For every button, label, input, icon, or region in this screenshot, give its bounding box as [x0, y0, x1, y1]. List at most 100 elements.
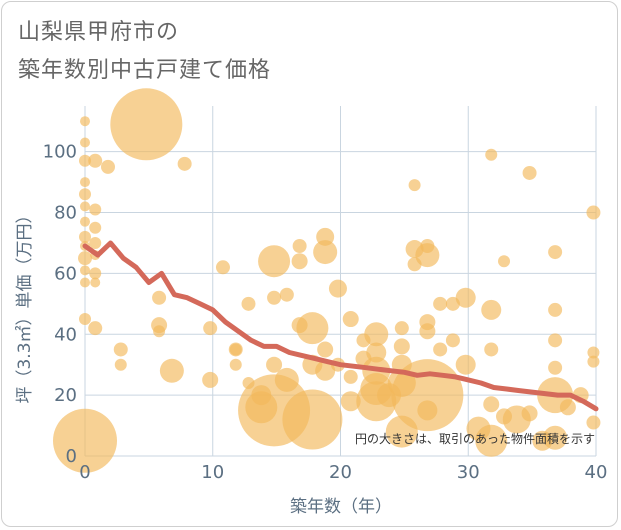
data-bubble: [80, 277, 90, 288]
data-bubble: [315, 360, 336, 381]
data-bubble: [80, 216, 90, 227]
y-tick-labels: 0 20 40 60 80 100: [43, 142, 77, 467]
data-bubble: [215, 260, 230, 275]
data-bubble: [483, 396, 500, 413]
data-bubble: [587, 355, 600, 368]
data-bubble: [548, 333, 563, 348]
data-bubble: [498, 255, 511, 268]
data-bubble: [80, 265, 90, 276]
data-bubble: [291, 253, 308, 270]
data-bubble: [203, 321, 218, 336]
data-bubble: [79, 230, 91, 243]
data-bubble: [548, 360, 563, 375]
data-bubble: [266, 356, 283, 373]
data-bubble: [88, 153, 103, 168]
data-bubble: [110, 88, 183, 161]
data-bubble: [521, 405, 538, 422]
data-bubble: [455, 287, 476, 308]
data-bubble: [393, 338, 410, 355]
data-bubble: [433, 342, 448, 357]
data-bubble: [433, 296, 448, 311]
bubble-size-note: 円の大きさは、取引のあった物件面積を示す: [355, 431, 595, 446]
data-bubble: [100, 159, 115, 174]
data-bubble: [80, 177, 90, 188]
data-bubble: [229, 343, 242, 356]
x-tick-labels: 0 10 20 30 40: [79, 462, 607, 483]
data-bubble: [292, 239, 307, 253]
data-bubble: [587, 346, 600, 359]
data-bubble: [80, 137, 90, 148]
data-bubble: [53, 408, 117, 473]
data-bubble: [153, 325, 166, 338]
data-bubble: [340, 391, 361, 412]
data-bubble: [485, 148, 498, 161]
data-bubble: [419, 323, 436, 340]
data-bubble: [548, 302, 563, 317]
data-bubble: [586, 205, 601, 220]
data-bubble: [548, 245, 563, 260]
data-bubble: [78, 251, 92, 266]
x-tick-label: 10: [201, 462, 224, 483]
data-bubble: [229, 358, 242, 371]
data-bubble: [113, 342, 128, 357]
y-tick-label: 20: [54, 385, 77, 406]
data-bubble: [89, 267, 102, 280]
data-bubble: [279, 287, 294, 302]
data-bubble: [417, 400, 438, 421]
data-bubble: [543, 425, 568, 450]
data-bubble: [559, 399, 576, 416]
data-bubble: [343, 369, 358, 384]
x-tick-label: 0: [79, 462, 90, 483]
y-axis-title: 坪（3.3㎡）単価（万円）: [15, 206, 35, 403]
data-bubble: [586, 415, 601, 430]
x-tick-label: 20: [329, 462, 352, 483]
data-bubble: [408, 179, 421, 192]
data-bubble: [177, 156, 192, 171]
data-bubble: [90, 277, 101, 288]
data-bubble: [522, 165, 537, 180]
x-tick-label: 30: [457, 462, 480, 483]
data-bubble: [366, 342, 387, 363]
trend-line: [82, 240, 599, 412]
data-bubble: [159, 358, 184, 383]
data-bubble: [364, 322, 389, 347]
data-bubble: [89, 236, 102, 249]
data-bubble: [342, 311, 359, 328]
data-bubble: [79, 188, 91, 201]
data-bubble: [455, 354, 476, 375]
data-bubble: [79, 154, 91, 167]
x-tick-label: 40: [585, 462, 608, 483]
data-bubble: [80, 116, 90, 127]
data-bubble: [394, 321, 409, 336]
y-tick-label: 80: [54, 203, 77, 224]
data-bubble: [282, 389, 343, 450]
chart-title: 山梨県甲府市の 築年数別中古戸建て価格: [18, 14, 271, 90]
data-bubble: [80, 201, 90, 212]
data-bubble: [267, 290, 282, 305]
data-bubble: [79, 313, 91, 326]
data-bubble: [475, 424, 508, 457]
data-bubble: [481, 299, 502, 320]
data-bubble: [296, 312, 329, 345]
y-tick-label: 0: [66, 446, 77, 467]
data-bubble: [202, 371, 219, 388]
data-bubble: [88, 321, 103, 336]
data-bubble: [89, 221, 102, 234]
bubble-layer: [53, 88, 601, 473]
data-bubble: [258, 245, 291, 278]
data-bubble: [317, 341, 334, 358]
data-bubble: [445, 333, 460, 348]
data-bubble: [313, 240, 338, 265]
data-bubble: [241, 296, 256, 311]
data-bubble: [328, 279, 347, 298]
data-bubble: [114, 358, 127, 371]
data-bubble: [415, 243, 440, 268]
data-bubble: [484, 342, 499, 357]
chart-title-line-1: 山梨県甲府市の: [18, 20, 180, 45]
data-bubble: [152, 290, 167, 305]
chart-title-line-2: 築年数別中古戸建て価格: [18, 58, 272, 83]
data-bubble: [89, 203, 102, 216]
y-tick-label: 60: [54, 263, 77, 284]
y-tick-label: 100: [43, 142, 77, 163]
